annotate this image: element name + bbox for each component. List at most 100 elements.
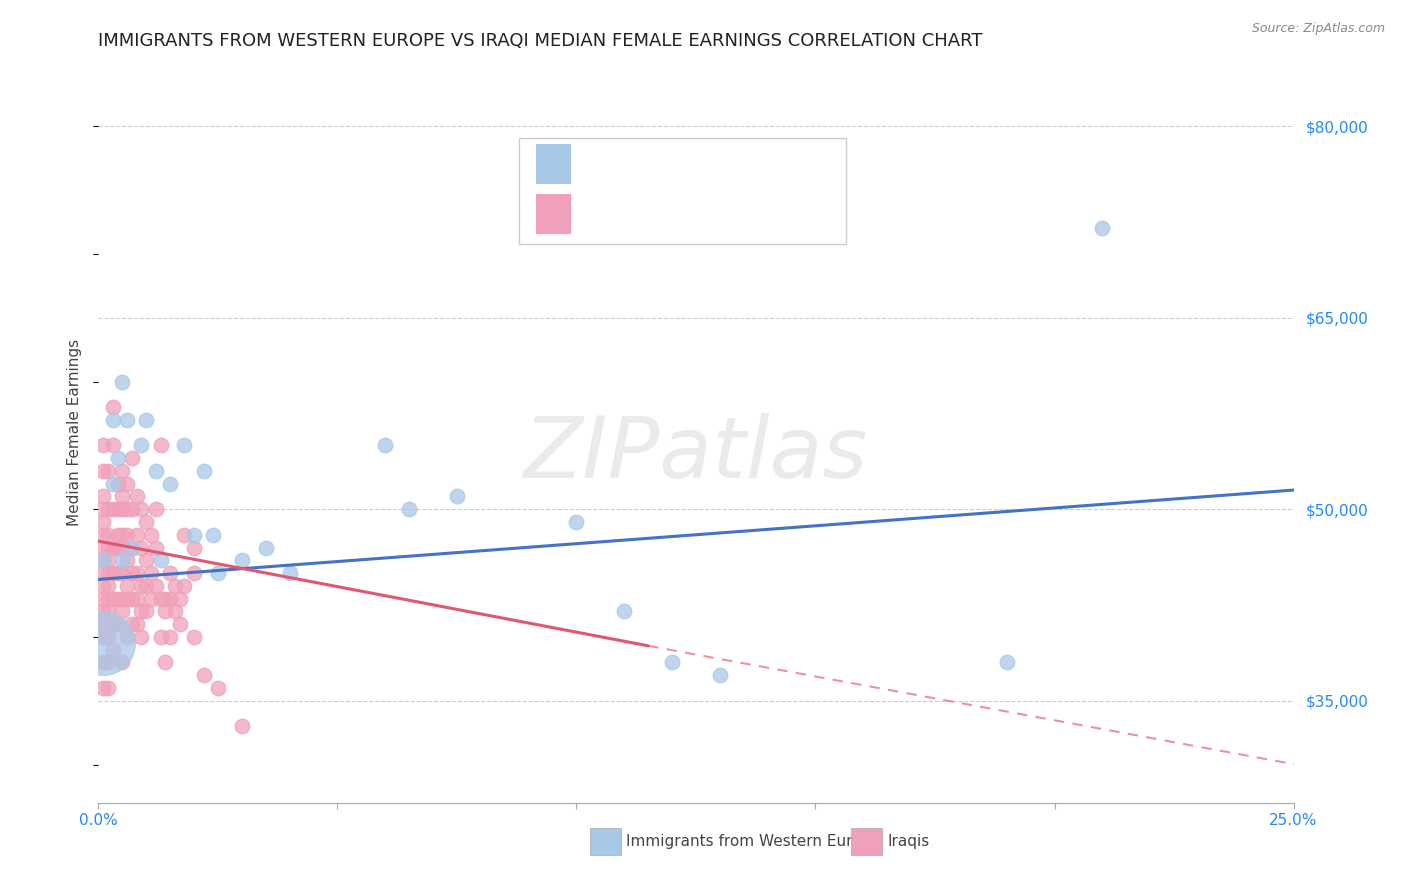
Point — [398, 502, 420, 516]
Point — [91, 617, 114, 632]
Point — [91, 630, 114, 644]
Point — [995, 656, 1018, 670]
Point — [97, 591, 120, 606]
Point — [131, 630, 153, 644]
Point — [131, 541, 153, 555]
Point — [111, 502, 134, 516]
Point — [115, 630, 138, 644]
Text: IMMIGRANTS FROM WESTERN EUROPE VS IRAQI MEDIAN FEMALE EARNINGS CORRELATION CHART: IMMIGRANTS FROM WESTERN EUROPE VS IRAQI … — [98, 32, 983, 50]
Point — [91, 490, 114, 504]
Point — [115, 591, 138, 606]
Point — [101, 642, 124, 657]
Y-axis label: Median Female Earnings: Median Female Earnings — [67, 339, 83, 526]
Point — [91, 656, 114, 670]
Point — [159, 476, 181, 491]
Point — [121, 541, 143, 555]
Point — [115, 502, 138, 516]
Point — [125, 591, 148, 606]
Point — [155, 604, 177, 618]
Point — [135, 604, 157, 618]
Point — [163, 604, 186, 618]
Point — [97, 553, 120, 567]
Point — [135, 515, 157, 529]
Point — [661, 656, 683, 670]
Point — [97, 464, 120, 478]
Point — [91, 681, 114, 695]
Point — [91, 553, 114, 567]
Point — [193, 464, 215, 478]
Point — [183, 566, 205, 580]
Text: Immigrants from Western Europe: Immigrants from Western Europe — [627, 834, 882, 849]
Point — [97, 681, 120, 695]
Point — [111, 591, 134, 606]
Point — [565, 515, 588, 529]
Point — [163, 579, 186, 593]
Point — [101, 591, 124, 606]
Point — [159, 591, 181, 606]
Point — [193, 668, 215, 682]
Point — [145, 579, 167, 593]
Text: Source: ZipAtlas.com: Source: ZipAtlas.com — [1251, 22, 1385, 36]
Point — [183, 527, 205, 541]
Point — [131, 438, 153, 452]
Point — [159, 566, 181, 580]
Point — [91, 527, 114, 541]
Point — [97, 566, 120, 580]
Point — [149, 630, 172, 644]
Point — [125, 617, 148, 632]
Point — [91, 553, 114, 567]
Point — [111, 527, 134, 541]
Point — [613, 604, 636, 618]
Point — [91, 579, 114, 593]
Point — [91, 464, 114, 478]
Point — [107, 566, 129, 580]
Point — [101, 400, 124, 414]
Point — [125, 490, 148, 504]
Text: ZIPatlas: ZIPatlas — [524, 413, 868, 496]
Point — [125, 527, 148, 541]
Point — [374, 438, 396, 452]
Point — [97, 630, 120, 644]
Point — [107, 476, 129, 491]
Point — [111, 375, 134, 389]
Point — [169, 617, 191, 632]
Point — [121, 451, 143, 466]
Point — [121, 566, 143, 580]
Point — [446, 490, 468, 504]
Point — [107, 591, 129, 606]
Point — [101, 502, 124, 516]
Point — [131, 502, 153, 516]
Point — [131, 604, 153, 618]
Text: R = -0.316   N = 104: R = -0.316 N = 104 — [582, 202, 756, 221]
Point — [91, 515, 114, 529]
Point — [121, 502, 143, 516]
Point — [91, 591, 114, 606]
Point — [139, 566, 162, 580]
Point — [101, 413, 124, 427]
Point — [91, 502, 114, 516]
Point — [101, 617, 124, 632]
Point — [231, 553, 253, 567]
Point — [91, 438, 114, 452]
Point — [107, 502, 129, 516]
Point — [115, 476, 138, 491]
Point — [91, 636, 114, 650]
Point — [207, 566, 229, 580]
Point — [101, 476, 124, 491]
Point — [145, 541, 167, 555]
Point — [121, 541, 143, 555]
Point — [131, 579, 153, 593]
Point — [183, 541, 205, 555]
Point — [709, 668, 731, 682]
Point — [115, 413, 138, 427]
Point — [111, 553, 134, 567]
Point — [169, 591, 191, 606]
Point — [111, 604, 134, 618]
Point — [135, 579, 157, 593]
Point — [91, 566, 114, 580]
Point — [145, 502, 167, 516]
Point — [111, 490, 134, 504]
Point — [173, 527, 195, 541]
Point — [149, 591, 172, 606]
Point — [101, 438, 124, 452]
